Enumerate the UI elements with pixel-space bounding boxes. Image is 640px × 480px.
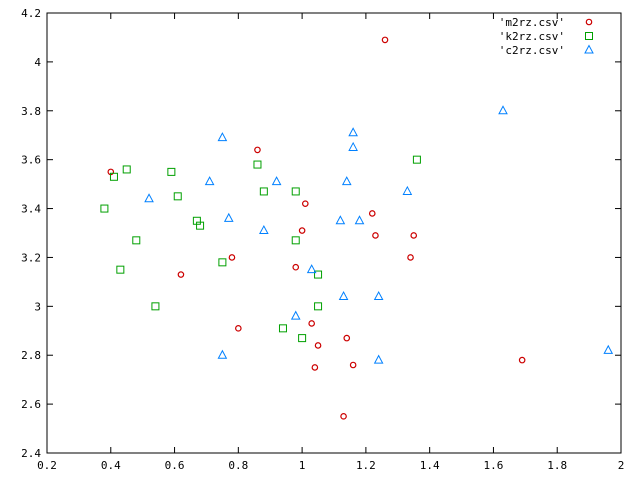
legend-label-c2rz: 'c2rz.csv'	[499, 44, 565, 57]
x-tick-label: 1.4	[420, 459, 440, 472]
data-point-c2rz	[223, 212, 234, 222]
data-points	[100, 36, 614, 420]
data-point-k2rz	[253, 160, 262, 169]
data-point-k2rz	[314, 302, 323, 311]
y-tick-label: 2.4	[21, 447, 41, 460]
data-point-m2rz	[308, 320, 315, 327]
axis-tick-labels: 0.2 0.4 0.6 0.8 1 1.2 1.4 1.6 1.8 2 2.4 2.6 2.8 3 3.2 3…	[21, 7, 624, 472]
y-tick-label: 3.4	[21, 203, 41, 216]
data-point-k2rz	[132, 236, 141, 245]
data-point-m2rz	[235, 325, 242, 332]
data-point-k2rz	[116, 265, 125, 274]
data-point-k2rz	[259, 187, 268, 196]
y-tick-label: 3.8	[21, 105, 41, 118]
data-point-k2rz	[167, 167, 176, 176]
axis-ticks	[46, 12, 622, 454]
data-point-c2rz	[373, 354, 384, 364]
data-point-k2rz	[298, 334, 307, 343]
data-point-c2rz	[306, 264, 317, 274]
x-tick-label: 1.8	[547, 459, 567, 472]
data-point-c2rz	[290, 310, 301, 320]
data-point-c2rz	[348, 141, 358, 151]
data-point-m2rz	[518, 356, 526, 364]
data-point-k2rz	[291, 236, 300, 245]
y-tick-label: 4.2	[21, 7, 41, 20]
data-point-k2rz	[173, 192, 182, 201]
data-point-m2rz	[407, 254, 414, 261]
data-point-c2rz	[498, 105, 508, 115]
data-point-m2rz	[349, 361, 357, 369]
data-point-c2rz	[341, 176, 352, 186]
data-point-k2rz	[100, 204, 109, 213]
data-point-c2rz	[338, 290, 349, 301]
plot-frame	[46, 12, 622, 454]
y-tick-label: 3.2	[21, 251, 41, 264]
data-point-c2rz	[603, 344, 614, 354]
x-tick-label: 1.2	[356, 459, 376, 472]
data-point-m2rz	[177, 271, 185, 278]
data-point-c2rz	[204, 176, 215, 186]
x-tick-label: 0.2	[37, 459, 57, 472]
data-point-m2rz	[381, 36, 389, 44]
data-point-m2rz	[298, 227, 306, 234]
x-tick-label: 0.8	[228, 459, 248, 472]
data-point-m2rz	[301, 200, 309, 207]
data-point-m2rz	[368, 210, 376, 217]
data-point-m2rz	[340, 413, 347, 420]
data-point-k2rz	[122, 165, 131, 174]
legend: 'm2rz.csv''k2rz.csv''c2rz.csv'	[499, 16, 594, 57]
y-tick-label: 3.6	[21, 154, 41, 167]
x-tick-label: 1	[299, 459, 306, 472]
data-point-c2rz	[348, 127, 358, 137]
data-point-k2rz	[314, 270, 323, 279]
x-tick-label: 0.6	[165, 459, 185, 472]
x-tick-label: 1.6	[484, 459, 504, 472]
data-point-m2rz	[410, 232, 418, 239]
legend-label-m2rz: 'm2rz.csv'	[499, 16, 565, 29]
data-point-m2rz	[254, 146, 261, 154]
data-point-k2rz	[109, 172, 118, 181]
data-point-k2rz	[151, 302, 160, 311]
legend-label-k2rz: 'k2rz.csv'	[499, 30, 565, 43]
data-point-c2rz	[259, 224, 269, 235]
data-point-m2rz	[228, 254, 236, 261]
data-point-c2rz	[402, 185, 413, 195]
legend-marker-c2rz	[584, 44, 594, 54]
data-point-c2rz	[144, 193, 154, 203]
legend-marker-m2rz	[585, 18, 593, 26]
x-tick-label: 2	[618, 459, 625, 472]
data-point-m2rz	[292, 263, 300, 271]
data-point-c2rz	[217, 132, 228, 142]
data-point-m2rz	[343, 334, 351, 342]
data-point-k2rz	[412, 155, 421, 164]
data-point-k2rz	[218, 258, 227, 267]
data-point-k2rz	[196, 221, 205, 230]
y-tick-label: 2.8	[21, 349, 41, 362]
data-point-k2rz	[291, 187, 300, 196]
x-tick-label: 0.4	[101, 459, 121, 472]
y-tick-label: 4	[34, 56, 41, 69]
y-tick-label: 2.6	[21, 398, 41, 411]
data-point-m2rz	[372, 232, 379, 239]
data-point-c2rz	[335, 215, 346, 225]
y-tick-label: 3	[34, 300, 41, 313]
data-point-c2rz	[217, 349, 228, 359]
data-point-m2rz	[314, 342, 322, 349]
data-point-m2rz	[311, 364, 319, 371]
legend-marker-k2rz	[585, 32, 593, 40]
data-point-c2rz	[271, 176, 282, 186]
data-point-c2rz	[354, 215, 365, 225]
data-point-k2rz	[278, 324, 287, 333]
data-point-c2rz	[373, 290, 384, 301]
